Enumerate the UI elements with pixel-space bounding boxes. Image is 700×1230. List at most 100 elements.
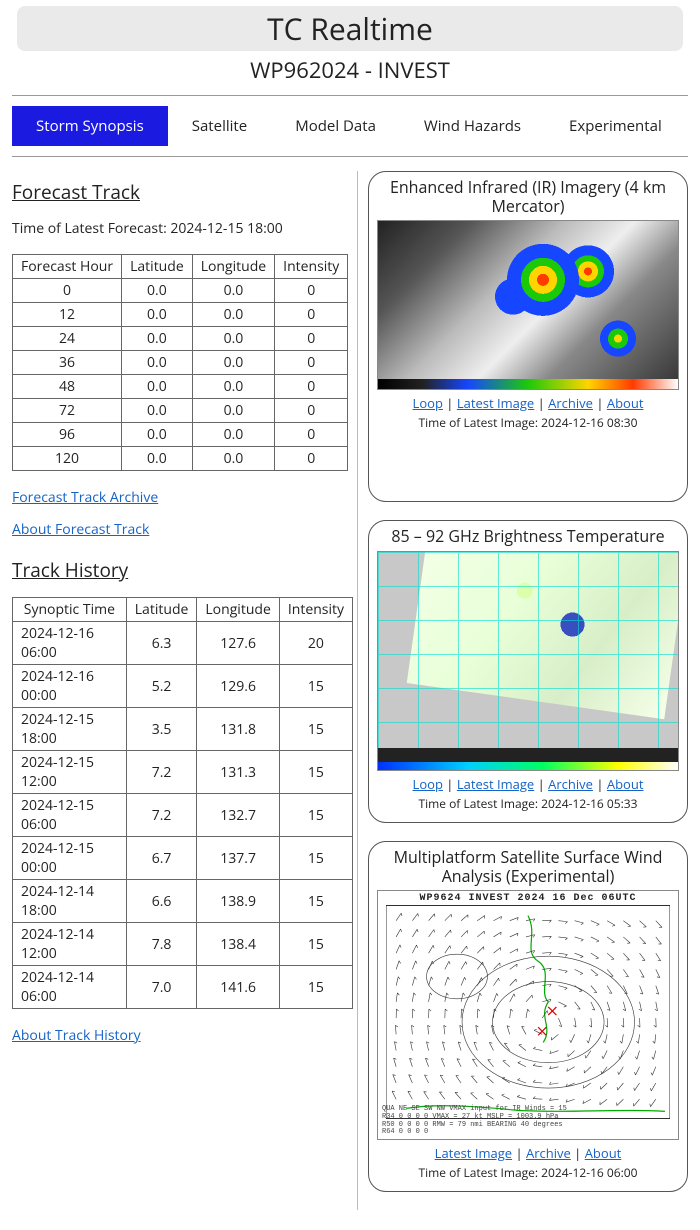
table-cell: 2024-12-16 00:00 xyxy=(13,665,127,708)
table-cell: 15 xyxy=(279,880,352,923)
table-cell: 137.7 xyxy=(197,837,279,880)
wind-panel-title: Multiplatform Satellite Surface Wind Ana… xyxy=(377,848,679,886)
ghz-panel-title: 85 – 92 GHz Brightness Temperature xyxy=(377,527,679,546)
table-cell: 12 xyxy=(13,303,122,327)
forecast-about-link[interactable]: About Forecast Track xyxy=(12,520,149,539)
table-cell: 131.8 xyxy=(197,708,279,751)
table-cell: 15 xyxy=(279,665,352,708)
page-subtitle: WP962024 - INVEST xyxy=(12,55,688,85)
tab-wind-hazards[interactable]: Wind Hazards xyxy=(400,106,545,146)
table-cell: 2024-12-14 12:00 xyxy=(13,923,127,966)
table-cell: 2024-12-15 06:00 xyxy=(13,794,127,837)
table-cell: 36 xyxy=(13,351,122,375)
table-cell: 96 xyxy=(13,423,122,447)
table-cell: 0 xyxy=(275,327,348,351)
forecast-table: Forecast HourLatitudeLongitudeIntensity0… xyxy=(12,254,348,471)
table-cell: 48 xyxy=(13,375,122,399)
table-cell: 0.0 xyxy=(122,375,193,399)
table-cell: 15 xyxy=(279,923,352,966)
divider-bottom xyxy=(12,156,688,157)
table-cell: 0 xyxy=(275,351,348,375)
page-title-pill: TC Realtime xyxy=(17,6,683,51)
table-cell: 0.0 xyxy=(122,279,193,303)
ir-panel-time: Time of Latest Image: 2024-12-16 08:30 xyxy=(377,414,679,431)
table-cell: 0.0 xyxy=(122,399,193,423)
table-cell: 131.3 xyxy=(197,751,279,794)
about-link[interactable]: About xyxy=(585,1144,622,1162)
table-cell: 0.0 xyxy=(192,447,274,471)
ir-panel-links: Loop | Latest Image | Archive | About xyxy=(377,394,679,412)
table-cell: 3.5 xyxy=(126,708,197,751)
table-cell: 7.2 xyxy=(126,751,197,794)
history-heading: Track History xyxy=(12,557,353,583)
table-cell: 2024-12-15 12:00 xyxy=(13,751,127,794)
wind-image[interactable]: WP9624 INVEST 2024 16 Dec 06UTC 11N 10N … xyxy=(377,890,679,1140)
table-row: 2024-12-16 00:005.2129.615 xyxy=(13,665,353,708)
ghz-image[interactable] xyxy=(377,551,679,771)
column-header: Longitude xyxy=(192,255,274,279)
table-cell: 5.2 xyxy=(126,665,197,708)
archive-link[interactable]: Archive xyxy=(548,775,593,793)
column-header: Forecast Hour xyxy=(13,255,122,279)
column-header: Intensity xyxy=(275,255,348,279)
archive-link[interactable]: Archive xyxy=(548,394,593,412)
wind-image-footer: QUA NE SE SW NW VMAX input for IR Winds … xyxy=(382,1106,674,1137)
archive-link[interactable]: Archive xyxy=(526,1144,571,1162)
forecast-time: Time of Latest Forecast: 2024-12-15 18:0… xyxy=(12,219,353,238)
table-row: 2024-12-15 06:007.2132.715 xyxy=(13,794,353,837)
wind-panel-time: Time of Latest Image: 2024-12-16 06:00 xyxy=(377,1164,679,1181)
tab-model-data[interactable]: Model Data xyxy=(271,106,400,146)
latest-image-link[interactable]: Latest Image xyxy=(435,1144,512,1162)
about-link[interactable]: About xyxy=(607,775,644,793)
loop-link[interactable]: Loop xyxy=(413,775,443,793)
table-row: 00.00.00 xyxy=(13,279,348,303)
table-cell: 6.7 xyxy=(126,837,197,880)
table-cell: 24 xyxy=(13,327,122,351)
forecast-archive-link[interactable]: Forecast Track Archive xyxy=(12,488,158,507)
history-about-link[interactable]: About Track History xyxy=(12,1026,141,1045)
table-row: 2024-12-14 12:007.8138.415 xyxy=(13,923,353,966)
tab-bar: Storm SynopsisSatelliteModel DataWind Ha… xyxy=(12,100,688,152)
table-cell: 129.6 xyxy=(197,665,279,708)
table-cell: 15 xyxy=(279,966,352,1009)
table-row: 2024-12-15 00:006.7137.715 xyxy=(13,837,353,880)
table-row: 2024-12-15 18:003.5131.815 xyxy=(13,708,353,751)
table-cell: 132.7 xyxy=(197,794,279,837)
ghz-panel-links: Loop | Latest Image | Archive | About xyxy=(377,775,679,793)
table-row: 720.00.00 xyxy=(13,399,348,423)
ir-panel: Enhanced Infrared (IR) Imagery (4 km Mer… xyxy=(368,171,688,502)
wind-panel-links: Latest Image | Archive | About xyxy=(377,1144,679,1162)
ghz-panel-time: Time of Latest Image: 2024-12-16 05:33 xyxy=(377,795,679,812)
table-cell: 7.8 xyxy=(126,923,197,966)
table-cell: 0.0 xyxy=(122,327,193,351)
table-cell: 20 xyxy=(279,622,352,665)
table-cell: 6.6 xyxy=(126,880,197,923)
loop-link[interactable]: Loop xyxy=(413,394,443,412)
ir-image[interactable] xyxy=(377,220,679,390)
tab-storm-synopsis[interactable]: Storm Synopsis xyxy=(12,106,168,146)
latest-image-link[interactable]: Latest Image xyxy=(457,394,534,412)
table-cell: 0.0 xyxy=(192,399,274,423)
table-cell: 0 xyxy=(275,399,348,423)
table-cell: 0.0 xyxy=(192,351,274,375)
table-cell: 0 xyxy=(275,279,348,303)
page-title: TC Realtime xyxy=(267,8,433,49)
table-cell: 2024-12-15 00:00 xyxy=(13,837,127,880)
about-link[interactable]: About xyxy=(607,394,644,412)
table-cell: 0.0 xyxy=(122,303,193,327)
table-row: 360.00.00 xyxy=(13,351,348,375)
column-header: Synoptic Time xyxy=(13,598,127,622)
forecast-heading: Forecast Track xyxy=(12,179,353,205)
latest-image-link[interactable]: Latest Image xyxy=(457,775,534,793)
table-cell: 0 xyxy=(13,279,122,303)
table-cell: 15 xyxy=(279,708,352,751)
table-cell: 0.0 xyxy=(192,279,274,303)
tab-experimental[interactable]: Experimental xyxy=(545,106,686,146)
column-header: Latitude xyxy=(122,255,193,279)
table-cell: 0 xyxy=(275,423,348,447)
history-table: Synoptic TimeLatitudeLongitudeIntensity2… xyxy=(12,597,353,1009)
tab-satellite[interactable]: Satellite xyxy=(168,106,271,146)
table-cell: 141.6 xyxy=(197,966,279,1009)
table-cell: 0.0 xyxy=(192,303,274,327)
table-row: 960.00.00 xyxy=(13,423,348,447)
